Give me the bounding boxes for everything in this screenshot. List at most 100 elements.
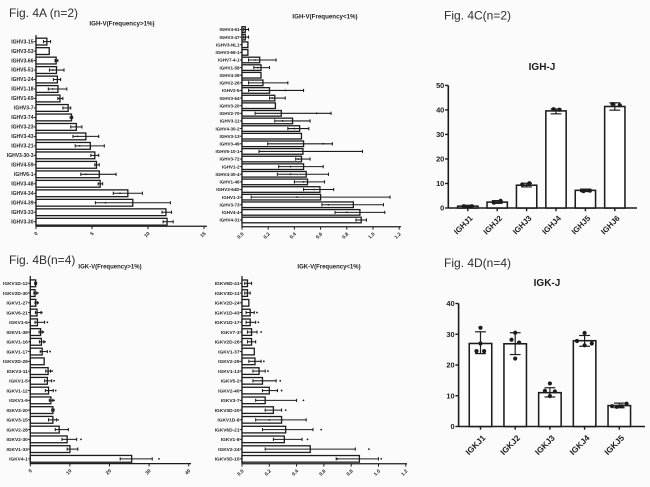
svg-text:IGHV3-30: IGHV3-30 (11, 219, 33, 225)
svg-text:IGKV4-1: IGKV4-1 (9, 457, 28, 463)
svg-text:IGH-V(Frequency>1%): IGH-V(Frequency>1%) (89, 21, 154, 28)
svg-text:IGHV3-73: IGHV3-73 (219, 203, 240, 208)
svg-text:IGHV4-4: IGHV4-4 (222, 210, 240, 215)
svg-text:IGKV1-27: IGKV1-27 (6, 301, 28, 307)
svg-text:5: 5 (89, 231, 95, 237)
svg-text:0: 0 (28, 468, 34, 474)
svg-text:40: 40 (184, 468, 192, 476)
svg-text:0.6: 0.6 (318, 468, 327, 477)
svg-text:30: 30 (436, 130, 444, 139)
svg-text:IGHV5-51: IGHV5-51 (11, 68, 33, 74)
svg-text:IGHV3-48: IGHV3-48 (11, 182, 33, 188)
svg-text:IGHV3-21: IGHV3-21 (11, 144, 33, 150)
svg-text:1.2: 1.2 (394, 231, 403, 240)
svg-text:0: 0 (450, 422, 454, 431)
svg-text:50: 50 (436, 81, 444, 90)
svg-text:30: 30 (446, 330, 454, 339)
svg-text:IGHV3-43: IGHV3-43 (11, 134, 33, 140)
svg-text:IGKV1-16: IGKV1-16 (6, 340, 28, 346)
svg-text:IGHJ5: IGHJ5 (570, 213, 593, 236)
svg-text:IGHJ3: IGHJ3 (511, 213, 534, 236)
svg-text:IGKV7-3: IGKV7-3 (221, 330, 240, 336)
svg-text:IGKV6D-41: IGKV6D-41 (215, 281, 240, 287)
svg-text:0.6: 0.6 (315, 231, 324, 240)
svg-text:IGHV5-10-1: IGHV5-10-1 (215, 149, 240, 154)
svg-text:IGKV3-20: IGKV3-20 (6, 408, 28, 414)
svg-text:IGKV2D-26: IGKV2D-26 (215, 340, 240, 346)
svg-text:0.0: 0.0 (236, 468, 245, 477)
svg-text:IGKV6D-21: IGKV6D-21 (215, 427, 240, 433)
svg-text:1.2: 1.2 (400, 468, 409, 477)
svg-text:IGHV3-47: IGHV3-47 (219, 35, 240, 40)
svg-text:0: 0 (440, 204, 444, 213)
svg-text:IGHV3-13: IGHV3-13 (219, 134, 240, 139)
svg-text:IGHV3-15: IGHV3-15 (11, 39, 33, 45)
svg-text:IGHV3-64: IGHV3-64 (219, 96, 240, 101)
svg-text:IGK-J: IGK-J (534, 278, 561, 289)
svg-text:IGHV1-69: IGHV1-69 (11, 96, 33, 102)
svg-text:IGKV1D-17: IGKV1D-17 (215, 320, 240, 326)
svg-text:40: 40 (436, 106, 444, 115)
svg-text:IGHV3-72: IGHV3-72 (219, 157, 240, 162)
svg-text:IGH-V(Frequency<1%): IGH-V(Frequency<1%) (292, 14, 357, 21)
svg-text:IGKV1-5: IGKV1-5 (9, 379, 28, 385)
svg-text:IGHV2-26: IGHV2-26 (219, 81, 240, 86)
svg-text:IGHV4-28: IGHV4-28 (219, 73, 240, 78)
svg-text:20: 20 (105, 468, 113, 476)
svg-text:IGKV1-9: IGKV1-9 (9, 398, 28, 404)
svg-text:IGHV3-23: IGHV3-23 (11, 125, 33, 131)
svg-text:0.8: 0.8 (346, 468, 355, 477)
svg-text:IGKJ5: IGKJ5 (602, 433, 626, 457)
svg-text:IGKV2-30: IGKV2-30 (6, 437, 28, 443)
svg-text:IGHV4-59: IGHV4-59 (11, 163, 33, 169)
svg-text:IGKV1D-12: IGKV1D-12 (3, 281, 28, 287)
svg-text:10: 10 (143, 231, 151, 239)
svg-text:IGHV4-30-2: IGHV4-30-2 (215, 126, 240, 131)
svg-text:IGKV2-24: IGKV2-24 (218, 447, 240, 453)
svg-text:IGK-V(Frequency<1%): IGK-V(Frequency<1%) (297, 265, 360, 271)
svg-text:IGHJ4: IGHJ4 (540, 213, 563, 236)
svg-text:IGKV3-11: IGKV3-11 (7, 369, 28, 375)
svg-text:Fig. 4A (n=2): Fig. 4A (n=2) (9, 6, 78, 20)
svg-text:IGHV3-20: IGHV3-20 (219, 103, 240, 108)
svg-text:IGHV3-33: IGHV3-33 (11, 210, 33, 216)
svg-text:IGKV2D-30: IGKV2D-30 (3, 291, 28, 297)
svg-text:IGHV3-74: IGHV3-74 (11, 115, 33, 121)
svg-text:IGKV3D-15: IGKV3D-15 (215, 457, 240, 463)
svg-text:IGKV2D-24: IGKV2D-24 (215, 301, 240, 307)
svg-text:10: 10 (446, 391, 454, 400)
svg-text:IGKJ3: IGKJ3 (533, 433, 557, 457)
svg-text:IGKV1-37: IGKV1-37 (218, 349, 240, 355)
svg-text:IGKV1-8: IGKV1-8 (221, 437, 240, 443)
svg-text:IGHV1-24: IGHV1-24 (11, 77, 33, 83)
svg-text:IGHV3-30-3: IGHV3-30-3 (7, 153, 34, 159)
svg-text:IGHJ6: IGHJ6 (599, 213, 622, 236)
svg-text:1.0: 1.0 (367, 231, 376, 240)
svg-text:10: 10 (65, 468, 73, 476)
svg-text:IGH-J: IGH-J (529, 62, 556, 73)
svg-text:Fig. 4D(n=4): Fig. 4D(n=4) (444, 256, 511, 270)
svg-text:IGHV3-66: IGHV3-66 (11, 58, 33, 64)
svg-text:IGHJ2: IGHJ2 (482, 213, 505, 236)
svg-text:0.4: 0.4 (291, 468, 300, 477)
svg-text:IGHV4-31: IGHV4-31 (219, 218, 240, 223)
svg-text:Fig. 4C(n=2): Fig. 4C(n=2) (444, 9, 511, 23)
svg-text:0.2: 0.2 (264, 468, 273, 477)
svg-text:IGKV5-2: IGKV5-2 (221, 379, 240, 385)
svg-text:0.2: 0.2 (263, 231, 272, 240)
svg-text:IGHV3-11: IGHV3-11 (220, 119, 240, 124)
svg-text:30: 30 (144, 468, 152, 476)
svg-text:20: 20 (436, 155, 444, 164)
svg-text:IGHV1-2: IGHV1-2 (222, 164, 240, 169)
svg-text:0.8: 0.8 (341, 231, 350, 240)
svg-text:0.0: 0.0 (236, 231, 245, 240)
svg-text:IGHV4-30-4: IGHV4-30-4 (215, 172, 240, 177)
svg-text:IGHV3-7: IGHV3-7 (14, 106, 34, 112)
svg-text:IGKV3-7: IGKV3-7 (221, 398, 240, 404)
svg-text:IGHV3-NL1: IGHV3-NL1 (216, 42, 240, 47)
svg-text:IGHV1-18: IGHV1-18 (11, 87, 33, 93)
svg-text:IGHV1-46: IGHV1-46 (219, 180, 240, 185)
svg-text:IGKV2-28: IGKV2-28 (6, 427, 28, 433)
svg-text:IGHJ1: IGHJ1 (452, 213, 475, 236)
svg-text:IGKV3-15: IGKV3-15 (6, 418, 28, 424)
